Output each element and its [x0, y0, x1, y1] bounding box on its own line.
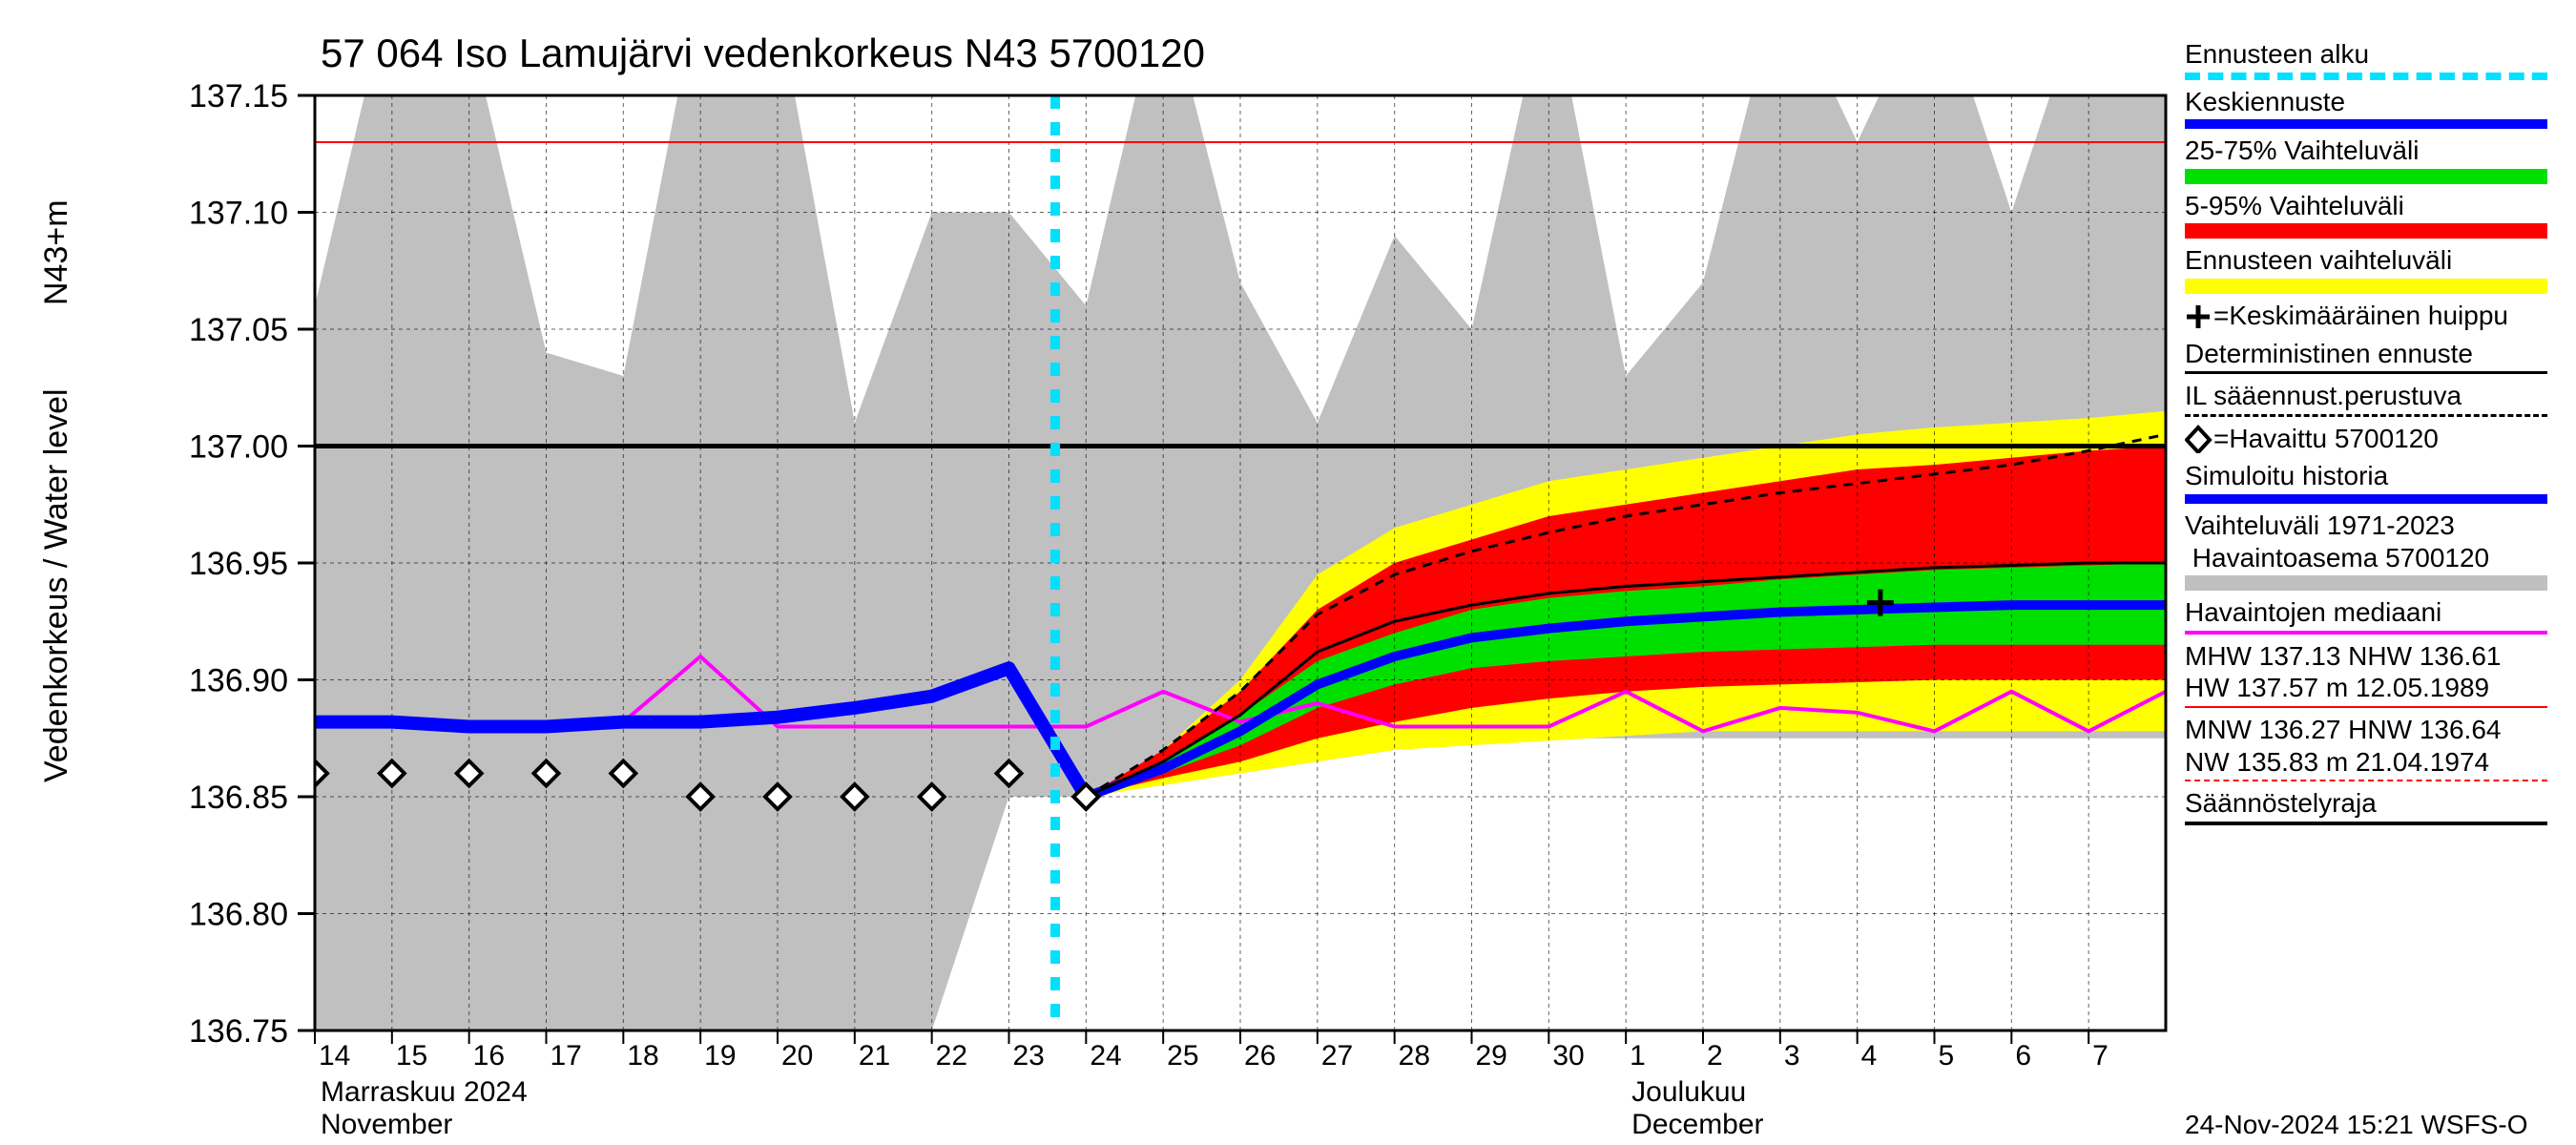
legend-label: Ennusteen alku: [2185, 39, 2369, 69]
svg-text:24: 24: [1090, 1040, 1121, 1072]
svg-text:November: November: [321, 1109, 452, 1140]
svg-text:26: 26: [1244, 1040, 1276, 1072]
legend-item: 25-75% Vaihteluväli: [2185, 135, 2566, 184]
legend-item: 5-95% Vaihteluväli: [2185, 190, 2566, 239]
legend-item: IL sääennust.perustuva: [2185, 380, 2566, 417]
legend-item: Ennusteen vaihteluväli: [2185, 244, 2566, 294]
svg-text:136.75: 136.75: [189, 1013, 288, 1050]
legend-item: =Keskimääräinen huippu: [2185, 300, 2566, 332]
legend-swatch: [2185, 425, 2213, 453]
svg-text:Vedenkorkeus / Water level: Vedenkorkeus / Water level: [38, 388, 74, 782]
svg-text:2: 2: [1707, 1040, 1723, 1072]
svg-text:Marraskuu 2024: Marraskuu 2024: [321, 1076, 528, 1108]
svg-text:25: 25: [1167, 1040, 1198, 1072]
svg-text:23: 23: [1013, 1040, 1045, 1072]
svg-text:29: 29: [1476, 1040, 1507, 1072]
svg-text:137.10: 137.10: [189, 196, 288, 232]
svg-text:16: 16: [473, 1040, 505, 1072]
legend-item: Säännöstelyraja: [2185, 787, 2566, 825]
legend: Ennusteen alku Keskiennuste 25-75% Vaihtel…: [2185, 38, 2566, 831]
legend-label: MHW 137.13 NHW 136.61 HW 137.57 m 12.05.…: [2185, 641, 2501, 703]
legend-label: =Keskimääräinen huippu: [2213, 300, 2508, 332]
svg-text:21: 21: [859, 1040, 890, 1072]
legend-item: =Havaittu 5700120: [2185, 423, 2566, 455]
legend-label: Deterministinen ennuste: [2185, 339, 2473, 368]
legend-label: Simuloitu historia: [2185, 461, 2388, 490]
svg-text:6: 6: [2015, 1040, 2031, 1072]
legend-item: Ennusteen alku: [2185, 38, 2566, 80]
svg-text:27: 27: [1321, 1040, 1353, 1072]
svg-text:19: 19: [704, 1040, 736, 1072]
svg-text:December: December: [1631, 1109, 1763, 1140]
svg-text:17: 17: [551, 1040, 582, 1072]
svg-text:4: 4: [1861, 1040, 1878, 1072]
svg-text:7: 7: [2092, 1040, 2109, 1072]
svg-text:1: 1: [1630, 1040, 1646, 1072]
legend-label: 25-75% Vaihteluväli: [2185, 135, 2419, 165]
legend-label: 5-95% Vaihteluväli: [2185, 191, 2404, 220]
svg-text:136.90: 136.90: [189, 663, 288, 699]
svg-text:18: 18: [627, 1040, 658, 1072]
svg-text:137.00: 137.00: [189, 429, 288, 466]
svg-text:22: 22: [936, 1040, 967, 1072]
legend-label: IL sääennust.perustuva: [2185, 381, 2462, 410]
svg-text:14: 14: [319, 1040, 350, 1072]
legend-item: MNW 136.27 HNW 136.64 NW 135.83 m 21.04.…: [2185, 714, 2566, 781]
legend-item: Simuloitu historia: [2185, 460, 2566, 504]
svg-text:136.85: 136.85: [189, 780, 288, 816]
svg-text:15: 15: [396, 1040, 427, 1072]
svg-text:N43+m: N43+m: [38, 199, 74, 305]
svg-text:5: 5: [1939, 1040, 1955, 1072]
svg-text:136.80: 136.80: [189, 897, 288, 933]
svg-text:137.05: 137.05: [189, 312, 288, 348]
legend-item: Havaintojen mediaani: [2185, 596, 2566, 635]
legend-item: Deterministinen ennuste: [2185, 338, 2566, 375]
svg-text:20: 20: [781, 1040, 813, 1072]
chart-container: { "title": "57 064 Iso Lamujärvi vedenko…: [0, 0, 2576, 1145]
legend-label: Ennusteen vaihteluväli: [2185, 245, 2452, 275]
svg-text:137.15: 137.15: [189, 78, 288, 114]
legend-item: Keskiennuste: [2185, 86, 2566, 130]
legend-item: Vaihteluväli 1971-2023 Havaintoasema 570…: [2185, 510, 2566, 591]
svg-text:Joulukuu: Joulukuu: [1631, 1076, 1746, 1108]
legend-label: Vaihteluväli 1971-2023 Havaintoasema 570…: [2185, 510, 2489, 572]
svg-text:30: 30: [1552, 1040, 1584, 1072]
legend-label: MNW 136.27 HNW 136.64 NW 135.83 m 21.04.…: [2185, 715, 2501, 777]
legend-swatch: [2185, 302, 2213, 330]
chart-title: 57 064 Iso Lamujärvi vedenkorkeus N43 57…: [321, 31, 1205, 75]
legend-label: Säännöstelyraja: [2185, 788, 2377, 818]
legend-label: Havaintojen mediaani: [2185, 597, 2441, 627]
svg-text:3: 3: [1784, 1040, 1800, 1072]
svg-text:28: 28: [1399, 1040, 1430, 1072]
legend-label: =Havaittu 5700120: [2213, 423, 2439, 455]
legend-item: MHW 137.13 NHW 136.61 HW 137.57 m 12.05.…: [2185, 640, 2566, 708]
footer-timestamp: 24-Nov-2024 15:21 WSFS-O: [2185, 1110, 2528, 1139]
legend-label: Keskiennuste: [2185, 87, 2345, 116]
svg-text:136.95: 136.95: [189, 546, 288, 582]
